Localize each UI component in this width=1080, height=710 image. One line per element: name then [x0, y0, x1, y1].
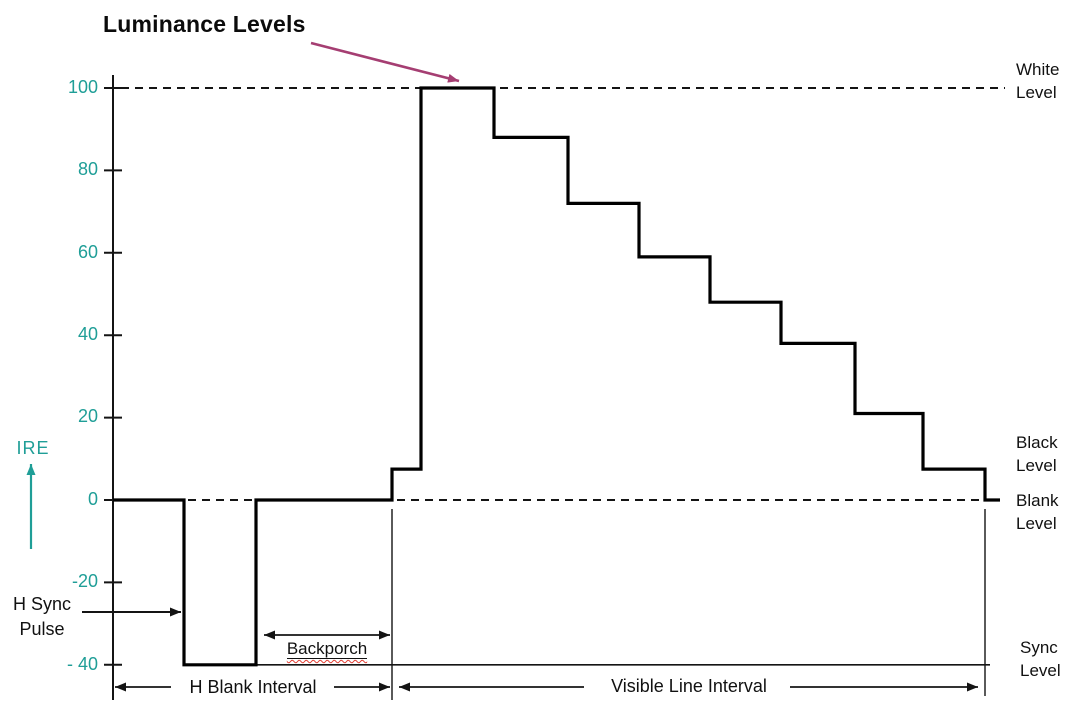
- h-sync-pulse-label: H Sync Pulse: [0, 592, 84, 642]
- tick-label-neg40: - 40: [66, 654, 98, 674]
- visible-line-interval-label: Visible Line Interval: [588, 676, 790, 697]
- ire-axis-label: IRE: [16, 438, 50, 458]
- h-sync-pulse-line2: Pulse: [19, 619, 65, 639]
- tick-label-40: 40: [77, 324, 98, 344]
- white-level-line1: White: [1016, 60, 1060, 79]
- title-pointer-arrow: [310, 41, 460, 83]
- luminance-waveform-line: [113, 86, 1000, 667]
- black-level-line2: Level: [1016, 456, 1057, 475]
- tick-label-20: 20: [77, 406, 98, 426]
- figure-title: Luminance Levels: [103, 11, 306, 37]
- sync-level-line1: Sync: [1020, 638, 1058, 657]
- sync-level-label: Sync Level: [1020, 636, 1080, 682]
- backporch-label: Backporch: [261, 639, 393, 659]
- h-blank-interval-label: H Blank Interval: [172, 677, 334, 698]
- blank-level-line1: Blank: [1016, 491, 1059, 510]
- black-level-label: Black Level: [1016, 431, 1080, 477]
- white-level-label: White Level: [1016, 58, 1080, 104]
- white-level-line2: Level: [1016, 83, 1057, 102]
- tick-label-neg20: -20: [71, 571, 98, 591]
- tick-label-100: 100: [67, 77, 98, 97]
- tick-label-60: 60: [77, 242, 98, 262]
- sync-level-line2: Level: [1020, 661, 1061, 680]
- tick-label-80: 80: [77, 159, 98, 179]
- blank-level-line2: Level: [1016, 514, 1057, 533]
- h-sync-pulse-line1: H Sync: [12, 594, 72, 614]
- blank-level-label: Blank Level: [1016, 489, 1080, 535]
- tick-label-0: 0: [87, 489, 98, 509]
- black-level-line1: Black: [1016, 433, 1058, 452]
- backporch-label-text: Backporch: [286, 639, 368, 659]
